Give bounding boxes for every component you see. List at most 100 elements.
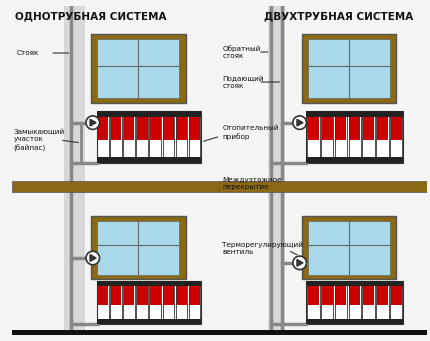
Bar bbox=[335, 114, 347, 140]
Bar bbox=[64, 6, 85, 335]
Bar bbox=[189, 114, 200, 161]
Bar bbox=[308, 114, 319, 140]
Bar bbox=[377, 114, 388, 140]
Bar bbox=[391, 114, 402, 140]
Bar bbox=[362, 114, 375, 161]
Text: Замыкающий
участок
(байпас): Замыкающий участок (байпас) bbox=[13, 129, 65, 151]
Bar bbox=[176, 283, 187, 305]
Bar bbox=[335, 283, 347, 305]
Bar bbox=[163, 114, 174, 140]
Bar bbox=[98, 221, 179, 275]
Text: Стояк: Стояк bbox=[16, 50, 39, 56]
Text: Подающий
стояк: Подающий стояк bbox=[222, 75, 264, 89]
Bar bbox=[97, 157, 201, 163]
Bar bbox=[97, 318, 201, 324]
Bar bbox=[349, 283, 361, 322]
Bar bbox=[308, 39, 390, 99]
Bar bbox=[349, 283, 360, 305]
Bar bbox=[150, 283, 161, 322]
Bar bbox=[308, 283, 319, 305]
Text: Терморегулирующий
вентиль: Терморегулирующий вентиль bbox=[222, 241, 303, 255]
Bar bbox=[307, 281, 403, 324]
Bar bbox=[97, 114, 109, 161]
Polygon shape bbox=[90, 119, 96, 126]
Bar bbox=[111, 114, 121, 140]
Bar bbox=[111, 283, 121, 305]
Bar bbox=[111, 283, 122, 322]
Bar bbox=[97, 111, 201, 163]
Bar bbox=[363, 283, 374, 305]
Bar bbox=[97, 281, 201, 286]
Bar bbox=[163, 283, 174, 322]
Bar bbox=[111, 114, 122, 161]
Bar bbox=[98, 114, 108, 140]
Bar bbox=[321, 114, 333, 161]
Circle shape bbox=[293, 116, 307, 129]
Bar bbox=[163, 283, 174, 305]
Bar bbox=[189, 283, 200, 322]
Bar bbox=[362, 283, 375, 322]
Text: ДВУХТРУБНАЯ СИСТЕМА: ДВУХТРУБНАЯ СИСТЕМА bbox=[264, 12, 413, 21]
Bar bbox=[376, 283, 389, 322]
Bar bbox=[219, 329, 427, 335]
Bar bbox=[349, 114, 361, 161]
Bar bbox=[123, 114, 135, 161]
Bar bbox=[307, 318, 403, 324]
Bar bbox=[98, 283, 108, 305]
Bar bbox=[163, 114, 174, 161]
Circle shape bbox=[86, 251, 99, 265]
Bar bbox=[390, 114, 402, 161]
Bar bbox=[150, 283, 160, 305]
Polygon shape bbox=[90, 255, 96, 262]
Circle shape bbox=[86, 116, 99, 129]
Bar bbox=[97, 111, 201, 117]
Bar bbox=[124, 114, 135, 140]
Bar bbox=[189, 114, 200, 140]
Bar bbox=[376, 114, 389, 161]
Bar bbox=[189, 283, 200, 305]
Bar bbox=[308, 221, 390, 275]
Bar bbox=[12, 329, 219, 335]
Text: Междуэтажное
перекрытие: Междуэтажное перекрытие bbox=[222, 177, 282, 190]
Bar bbox=[307, 281, 403, 286]
Bar bbox=[219, 181, 427, 192]
Bar bbox=[97, 283, 109, 322]
Bar bbox=[307, 111, 403, 117]
Bar bbox=[307, 157, 403, 163]
Bar bbox=[377, 283, 388, 305]
Bar bbox=[307, 283, 319, 322]
Bar bbox=[335, 114, 347, 161]
Bar bbox=[97, 281, 201, 324]
Bar bbox=[136, 283, 148, 322]
Text: ОДНОТРУБНАЯ СИСТЕМА: ОДНОТРУБНАЯ СИСТЕМА bbox=[15, 12, 166, 21]
Bar bbox=[137, 283, 147, 305]
Bar bbox=[150, 114, 160, 140]
Bar bbox=[363, 114, 374, 140]
Bar bbox=[268, 6, 285, 335]
Polygon shape bbox=[297, 260, 303, 266]
Bar bbox=[321, 283, 333, 322]
Bar bbox=[175, 283, 187, 322]
Bar bbox=[391, 283, 402, 305]
Bar bbox=[12, 181, 219, 192]
Bar bbox=[301, 217, 396, 279]
Bar bbox=[175, 114, 187, 161]
Bar bbox=[136, 114, 148, 161]
Bar bbox=[176, 114, 187, 140]
Bar bbox=[322, 283, 333, 305]
Bar bbox=[91, 34, 186, 103]
Bar bbox=[91, 217, 186, 279]
Bar bbox=[335, 283, 347, 322]
Bar bbox=[301, 34, 396, 103]
Bar bbox=[390, 283, 402, 322]
Bar bbox=[123, 283, 135, 322]
Bar bbox=[98, 39, 179, 99]
Bar bbox=[322, 114, 333, 140]
Bar bbox=[124, 283, 135, 305]
Text: Обратный
стояк: Обратный стояк bbox=[222, 45, 261, 59]
Text: Отопительный
прибор: Отопительный прибор bbox=[222, 125, 279, 139]
Bar bbox=[307, 111, 403, 163]
Bar bbox=[137, 114, 147, 140]
Circle shape bbox=[293, 256, 307, 270]
Bar bbox=[349, 114, 360, 140]
